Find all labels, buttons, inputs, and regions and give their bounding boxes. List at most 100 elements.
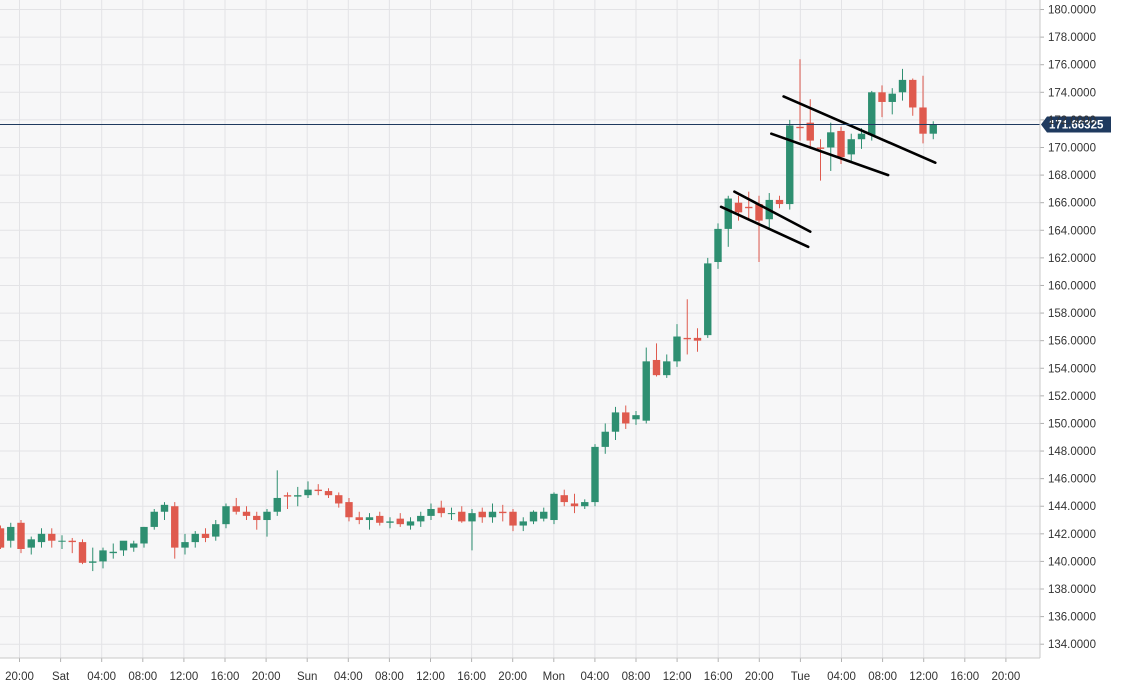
candle <box>314 484 322 496</box>
x-tick-label: Sun <box>297 671 317 683</box>
candle-body <box>191 533 199 543</box>
candle-body <box>499 511 507 514</box>
candle-body <box>468 513 476 522</box>
candle-body <box>324 491 333 496</box>
y-tick-label: 176.0000 <box>1048 60 1096 72</box>
y-tick-label: 136.0000 <box>1048 612 1096 624</box>
candle <box>48 528 56 548</box>
x-tick-label: Tue <box>791 671 810 683</box>
candle <box>673 324 681 367</box>
candle-body <box>201 533 210 538</box>
candle <box>99 547 107 569</box>
candle <box>724 195 732 247</box>
candle-body <box>150 511 158 527</box>
x-tick-label: 04:00 <box>87 671 116 683</box>
y-tick-label: 178.0000 <box>1048 32 1096 44</box>
candle-body <box>314 489 322 492</box>
y-tick-label: 138.0000 <box>1048 584 1096 596</box>
candle-body <box>704 263 712 336</box>
y-tick-label: 180.0000 <box>1048 5 1096 17</box>
candle <box>519 517 527 532</box>
candle-body <box>478 511 486 518</box>
candle-body <box>160 504 169 512</box>
candle-body <box>734 202 743 213</box>
candle <box>68 537 76 554</box>
candle-body <box>458 511 466 522</box>
candle <box>888 88 896 115</box>
candle <box>775 195 784 209</box>
candle-body <box>222 506 230 525</box>
candle-body <box>570 503 579 507</box>
candle <box>540 507 548 522</box>
candle-body <box>263 511 271 521</box>
x-tick-label: 12:00 <box>909 671 938 683</box>
x-tick-label: 08:00 <box>375 671 404 683</box>
candle-body <box>929 124 937 134</box>
candle-body <box>652 359 661 376</box>
candle-body <box>837 130 845 158</box>
candle <box>488 503 497 523</box>
candle-body <box>99 550 107 562</box>
candle <box>242 506 251 521</box>
candle <box>909 78 917 116</box>
y-tick-label: 148.0000 <box>1048 446 1096 458</box>
x-tick-label: 04:00 <box>334 671 363 683</box>
candle <box>816 139 825 181</box>
candle <box>160 502 169 521</box>
candle <box>447 507 456 521</box>
x-tick-label: 20:00 <box>252 671 281 683</box>
x-tick-label: 20:00 <box>498 671 527 683</box>
candle <box>58 535 66 549</box>
candle-body <box>683 337 691 340</box>
candle-body <box>335 495 343 504</box>
candle-body <box>529 511 538 522</box>
candle <box>7 522 15 548</box>
current-price-label: 171.66325 <box>1049 120 1104 132</box>
candle <box>683 299 691 355</box>
x-tick-label: 16:00 <box>211 671 240 683</box>
candle-body <box>550 493 558 521</box>
candle <box>827 122 835 171</box>
candle <box>734 195 743 221</box>
x-tick-label: 12:00 <box>663 671 692 683</box>
trendline <box>719 205 810 249</box>
candle-body <box>181 542 189 548</box>
candle <box>427 503 435 521</box>
candle <box>786 119 794 210</box>
candle-body <box>376 515 384 523</box>
candle <box>601 423 609 454</box>
candle-body <box>242 511 251 516</box>
candle <box>878 85 886 118</box>
candle-body <box>78 542 87 563</box>
candle-body <box>304 489 312 496</box>
candle <box>898 68 907 101</box>
candle-body <box>212 524 220 537</box>
y-axis: 134.0000 136.0000 138.0000 140.0000 142.0000… <box>1039 0 1096 658</box>
candle <box>37 528 46 548</box>
x-tick-label: 20:00 <box>992 671 1021 683</box>
candle-body <box>581 502 589 507</box>
candle <box>919 75 927 144</box>
trendline <box>769 132 890 177</box>
x-tick-label: 16:00 <box>704 671 733 683</box>
x-tick-label: Mon <box>543 671 565 683</box>
x-tick-label: 08:00 <box>622 671 651 683</box>
y-tick-label: 152.0000 <box>1048 391 1096 403</box>
x-tick-label: 20:00 <box>745 671 774 683</box>
candle-body <box>427 508 435 516</box>
candle-body <box>693 337 702 341</box>
candle-body <box>642 361 650 421</box>
candle-body <box>898 79 907 93</box>
x-tick-label: 08:00 <box>868 671 897 683</box>
candle <box>406 517 415 530</box>
candle <box>324 488 333 498</box>
candle <box>27 536 35 555</box>
candle-body <box>273 497 281 512</box>
candle-body <box>509 511 517 526</box>
candle-body <box>140 526 148 544</box>
candle <box>622 405 630 429</box>
candle-body <box>0 528 5 548</box>
candle <box>868 90 876 141</box>
